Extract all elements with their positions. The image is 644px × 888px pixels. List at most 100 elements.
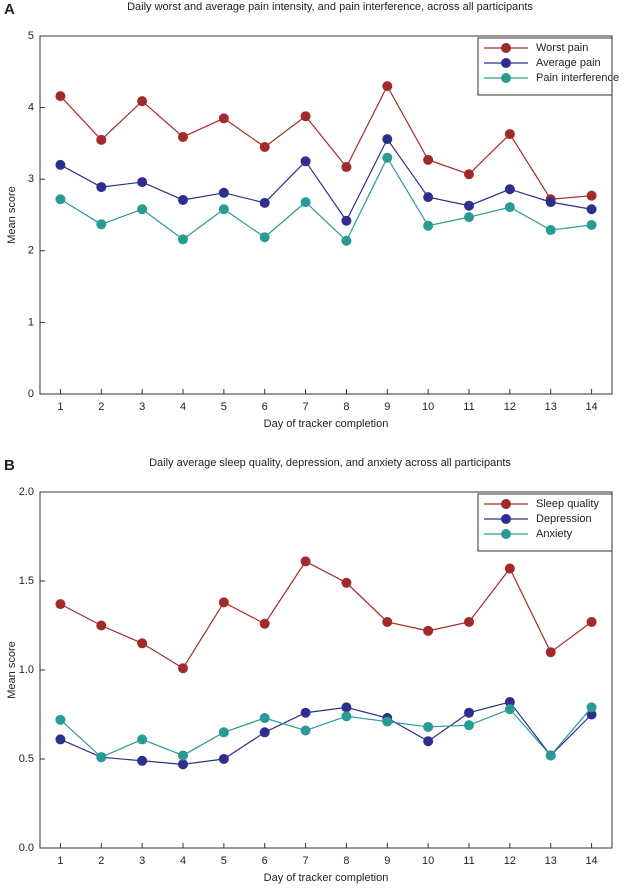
data-point [178,194,188,205]
legend-marker [501,73,511,83]
data-point [464,616,474,627]
data-point [504,184,515,195]
legend-marker [501,514,511,524]
data-point [55,599,66,610]
data-point [96,752,107,763]
x-tick-label: 3 [139,401,145,413]
data-point [341,577,352,588]
data-point [137,638,148,649]
x-tick-label: 2 [98,401,104,413]
y-axis-label: Mean score [6,641,18,698]
y-tick-label: 1 [28,316,34,328]
series-line [60,156,592,242]
x-axis-label: Day of tracker completion [264,872,389,884]
data-point [464,212,474,223]
data-point [300,707,311,718]
data-point [300,156,311,167]
data-point [178,759,188,770]
legend-marker [501,58,511,68]
plot-frame [39,35,613,395]
x-tick-label: 7 [303,401,309,413]
x-tick-label: 11 [463,401,474,413]
legend-marker [501,529,511,539]
data-point [586,204,597,215]
x-tick-label: 4 [180,401,186,413]
data-point [341,235,352,246]
x-tick-label: 1 [57,401,63,413]
data-point [382,616,393,627]
data-point [218,597,229,608]
data-point [423,736,434,747]
x-tick-label: 9 [384,855,390,867]
data-point [96,134,107,145]
x-tick-label: 14 [585,855,597,867]
legend-label: Sleep quality [536,498,599,510]
data-point [137,177,148,188]
x-tick-label: 6 [262,401,268,413]
data-point [300,556,311,567]
data-point [178,663,188,674]
data-point [259,141,270,152]
data-point [218,727,229,738]
data-point [300,111,311,122]
x-axis-label: Day of tracker completion [264,418,389,430]
data-point [96,182,107,193]
x-tick-label: 10 [422,855,434,867]
data-point [55,734,66,745]
data-point [423,220,434,231]
y-tick-label: 5 [28,30,34,42]
data-point [178,234,188,245]
data-point [218,754,229,764]
data-point [464,720,474,731]
data-point [586,616,597,627]
data-point [218,187,229,198]
data-point [586,709,597,720]
y-tick-label: 3 [28,173,34,185]
data-point [464,169,474,180]
x-tick-label: 11 [463,855,474,867]
data-point [504,697,515,708]
data-point [586,220,597,231]
data-point [259,232,270,243]
x-tick-label: 7 [303,855,309,867]
x-tick-label: 4 [180,855,186,867]
data-point [55,91,66,102]
data-point [504,563,515,574]
data-point [341,702,352,713]
series-line [60,701,592,765]
data-point [137,96,148,107]
data-point [259,618,270,629]
y-tick-label: 0 [28,388,34,400]
x-tick-label: 12 [504,401,516,413]
x-tick-label: 13 [545,855,557,867]
y-tick-label: 0.5 [19,753,34,765]
series-line [60,706,593,758]
data-point [341,162,352,173]
y-tick-label: 1.0 [19,664,34,676]
chart-title: Daily worst and average pain intensity, … [127,1,533,13]
y-tick-label: 0.0 [19,842,34,854]
x-tick-label: 10 [422,401,434,413]
data-point [218,204,229,215]
x-tick-label: 6 [262,855,268,867]
data-point [96,620,107,631]
data-point [382,81,393,92]
data-point [545,197,556,208]
panel-label: A [4,1,15,18]
chart-title: Daily average sleep quality, depression,… [149,457,511,469]
data-point [504,704,515,715]
legend-label: Worst pain [536,42,588,54]
data-point [423,154,434,165]
data-point [137,734,148,745]
x-tick-label: 14 [585,401,597,413]
data-point [55,714,66,725]
data-point [464,707,474,718]
data-point [341,215,352,226]
x-tick-label: 5 [221,401,227,413]
data-point [545,647,556,658]
data-point [504,202,515,213]
y-tick-label: 2 [28,245,34,257]
data-point [545,750,556,761]
series-line [60,560,592,670]
